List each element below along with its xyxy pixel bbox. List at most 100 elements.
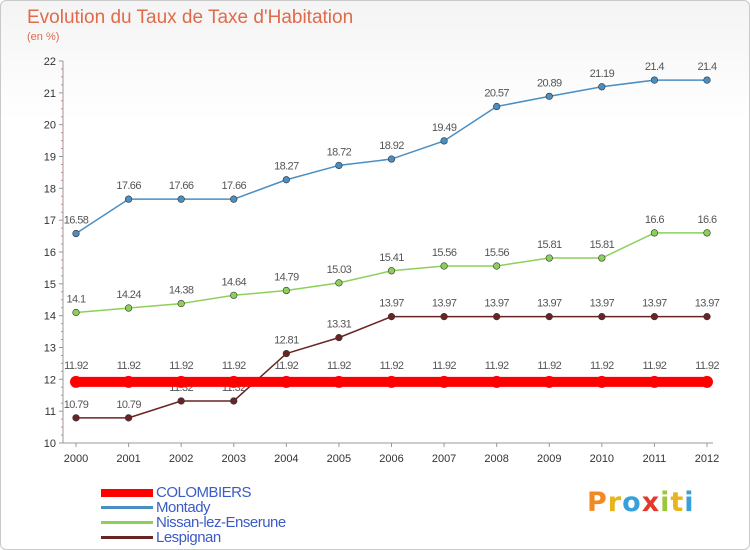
data-label: 14.79: [274, 272, 299, 284]
logo-letter: i: [660, 487, 671, 518]
data-label: 14.1: [66, 293, 85, 305]
x-tick-label: 2000: [64, 453, 88, 465]
data-point: [335, 334, 343, 342]
data-point: [335, 279, 343, 287]
data-label: 13.97: [590, 298, 615, 310]
data-label: 11.92: [537, 360, 561, 372]
data-point: [703, 229, 711, 237]
data-point: [598, 83, 606, 91]
data-label: 13.97: [695, 298, 720, 310]
data-label: 15.56: [484, 247, 509, 259]
legend-item-colombiers: COLOMBIERS: [101, 485, 286, 500]
legend-swatch-nissan: [101, 521, 153, 524]
data-point: [493, 102, 501, 111]
legend-item-montady: Montady: [101, 500, 286, 515]
x-tick-label: 2003: [222, 453, 246, 465]
x-tick-label: 2006: [379, 453, 403, 465]
proxiti-logo: Proxiti: [587, 487, 695, 518]
data-label: 15.41: [379, 252, 404, 264]
data-point: [703, 313, 711, 321]
legend-label-montady: Montady: [156, 499, 211, 516]
data-point: [595, 375, 608, 388]
logo-letter: t: [670, 487, 685, 518]
y-tick-label: 13: [44, 343, 56, 355]
data-label: 17.66: [169, 180, 194, 192]
logo-letter: x: [641, 487, 661, 518]
legend-item-lespignan: Lespignan: [101, 530, 286, 545]
data-label: 11.92: [169, 360, 193, 372]
x-tick-label: 2004: [274, 453, 298, 465]
data-point: [438, 375, 451, 388]
data-label: 13.97: [432, 298, 457, 310]
data-point: [387, 155, 396, 163]
data-point: [282, 176, 290, 184]
y-tick-label: 20: [44, 120, 56, 132]
data-label: 14.24: [116, 289, 141, 301]
data-point: [72, 308, 80, 317]
data-label: 12.81: [274, 335, 299, 347]
data-point: [280, 375, 293, 388]
data-label: 10.79: [64, 399, 89, 411]
data-point: [124, 304, 133, 312]
data-label: 21.4: [645, 61, 664, 73]
x-tick-label: 2002: [169, 453, 193, 465]
data-label: 13.97: [642, 298, 667, 310]
data-label: 18.92: [379, 140, 404, 152]
data-label: 11.92: [327, 360, 351, 372]
y-tick-label: 10: [44, 438, 56, 450]
data-point: [440, 137, 448, 145]
data-point: [124, 195, 133, 203]
y-tick-label: 19: [44, 152, 56, 164]
data-point: [332, 375, 345, 388]
data-label: 14.64: [221, 276, 246, 288]
logo-letter: r: [607, 487, 623, 518]
data-point: [385, 375, 398, 388]
data-point: [493, 313, 501, 321]
data-label: 11.92: [643, 360, 667, 372]
data-point: [177, 195, 185, 203]
y-tick-label: 15: [44, 279, 56, 291]
data-point: [122, 375, 135, 388]
data-label: 20.89: [537, 77, 562, 89]
data-point: [70, 375, 82, 388]
x-tick-label: 2011: [643, 453, 667, 465]
data-label: 11.92: [695, 360, 719, 372]
x-tick-label: 2010: [590, 453, 614, 465]
data-point: [282, 286, 290, 295]
data-label: 11.92: [432, 360, 456, 372]
data-point: [177, 397, 185, 405]
data-label: 13.97: [484, 298, 509, 310]
y-tick-label: 22: [44, 56, 56, 68]
data-point: [598, 313, 606, 321]
x-tick-label: 2001: [116, 453, 140, 465]
data-label: 11.92: [222, 360, 246, 372]
data-point: [72, 414, 80, 422]
x-tick-label: 2008: [484, 453, 508, 465]
data-point: [648, 375, 661, 388]
data-point: [493, 262, 501, 270]
data-label: 16.6: [645, 214, 664, 226]
data-label: 13.97: [537, 298, 562, 310]
x-tick-label: 2009: [537, 453, 561, 465]
chart-title: Evolution du Taux de Taxe d'Habitation: [27, 7, 354, 28]
data-point: [175, 375, 188, 388]
data-label: 11.92: [64, 360, 88, 372]
legend-label-lespignan: Lespignan: [156, 529, 221, 546]
data-point: [440, 313, 448, 321]
data-point: [335, 161, 343, 170]
data-label: 18.27: [274, 161, 299, 173]
data-label: 15.81: [590, 239, 615, 251]
data-point: [650, 229, 659, 237]
legend-swatch-montady: [101, 506, 153, 509]
legend-label-nissan: Nissan-lez-Enserune: [156, 514, 286, 531]
legend-swatch-colombiers: [101, 488, 153, 497]
data-point: [387, 313, 396, 321]
data-label: 17.66: [221, 180, 246, 192]
data-point: [490, 375, 503, 388]
legend-label-colombiers: COLOMBIERS: [156, 484, 252, 501]
y-tick-label: 12: [44, 374, 56, 386]
data-point: [440, 262, 448, 270]
data-point: [282, 349, 290, 358]
x-tick-label: 2012: [695, 453, 719, 465]
